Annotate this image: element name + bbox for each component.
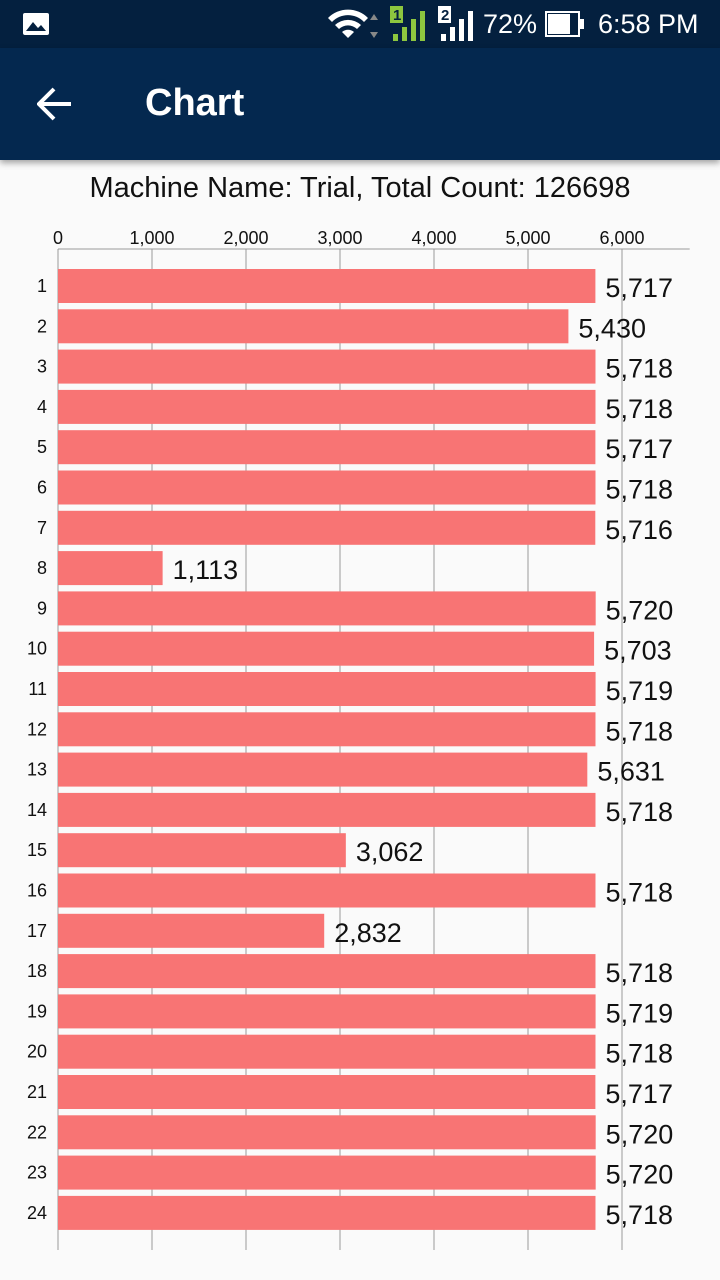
x-tick-label: 4,000 (411, 228, 456, 248)
bar (58, 309, 569, 344)
x-tick-label: 3,000 (317, 228, 362, 248)
bar (58, 470, 596, 505)
bar (58, 1155, 596, 1190)
bar (58, 833, 346, 868)
category-label: 18 (27, 961, 47, 981)
value-label: 3,062 (356, 837, 424, 867)
category-label: 24 (27, 1203, 47, 1223)
bar (58, 349, 596, 384)
value-label: 5,720 (606, 1119, 674, 1149)
bar (58, 1075, 596, 1109)
category-label: 5 (37, 437, 47, 457)
category-label: 23 (27, 1163, 47, 1183)
battery-percent: 72% (483, 9, 538, 39)
category-label: 7 (37, 518, 47, 538)
sim1-label: 1 (393, 7, 401, 24)
bar (58, 994, 596, 1029)
category-label: 6 (37, 478, 47, 498)
bar (58, 913, 325, 948)
x-tick-label: 0 (53, 228, 63, 248)
bar (58, 792, 596, 827)
category-label: 2 (37, 316, 47, 336)
category-label: 17 (27, 921, 47, 941)
value-label: 5,716 (605, 515, 673, 545)
value-label: 5,718 (605, 716, 673, 746)
bar (58, 712, 596, 747)
category-label: 13 (27, 760, 47, 780)
bar (58, 672, 596, 706)
value-label: 5,717 (605, 1079, 673, 1109)
wifi-icon (328, 9, 378, 38)
arrow-left-icon (37, 87, 71, 121)
category-label: 9 (37, 598, 47, 618)
category-label: 1 (37, 276, 47, 296)
bar (58, 1195, 596, 1230)
category-label: 21 (27, 1082, 47, 1102)
x-tick-label: 5,000 (505, 228, 550, 248)
app-bar: Chart (0, 48, 720, 160)
sim2-signal-icon: 2 (438, 6, 473, 41)
category-label: 4 (37, 397, 47, 417)
value-label: 5,719 (606, 676, 674, 706)
bar (58, 551, 163, 586)
category-label: 11 (28, 679, 47, 699)
category-label: 15 (27, 840, 47, 860)
page-title: Chart (145, 82, 245, 124)
value-label: 5,703 (604, 636, 672, 666)
value-label: 5,718 (605, 1039, 673, 1069)
value-label: 5,719 (606, 998, 674, 1028)
back-button[interactable] (20, 70, 90, 138)
sim2-label: 2 (441, 7, 449, 24)
value-label: 5,718 (605, 958, 673, 988)
value-label: 5,720 (606, 1160, 674, 1190)
value-label: 1,113 (173, 555, 239, 585)
value-label: 5,720 (606, 595, 674, 625)
value-label: 5,718 (605, 797, 673, 827)
value-label: 5,718 (605, 1200, 673, 1230)
x-tick-label: 1,000 (129, 228, 174, 248)
value-label: 5,718 (605, 475, 673, 505)
chart-title: Machine Name: Trial, Total Count: 126698 (89, 172, 631, 204)
value-label: 5,631 (597, 757, 665, 787)
status-clock: 6:58 PM (598, 9, 699, 39)
bar (58, 430, 596, 465)
bar (58, 591, 596, 626)
status-bar: 1 2 72% 6:58 PM (0, 0, 720, 48)
x-tick-label: 2,000 (223, 228, 268, 248)
bar (58, 631, 595, 666)
bar (58, 510, 596, 545)
battery-icon (545, 11, 584, 37)
value-label: 5,718 (605, 394, 673, 424)
x-tick-label: 6,000 (599, 228, 644, 248)
bar (58, 752, 588, 787)
category-label: 3 (37, 357, 47, 377)
category-label: 19 (27, 1001, 47, 1021)
category-label: 20 (27, 1042, 47, 1062)
category-label: 14 (27, 800, 47, 820)
value-label: 5,717 (605, 434, 673, 464)
category-label: 12 (27, 719, 47, 739)
value-label: 5,718 (605, 878, 673, 908)
sim1-signal-icon: 1 (390, 6, 425, 41)
category-label: 8 (37, 558, 47, 578)
category-label: 10 (27, 639, 47, 659)
bar (58, 269, 596, 303)
bar (58, 1115, 596, 1150)
value-label: 5,717 (605, 273, 673, 303)
value-label: 2,832 (334, 918, 402, 948)
bar (58, 954, 596, 989)
value-label: 5,430 (578, 313, 646, 343)
value-label: 5,718 (605, 354, 673, 384)
category-label: 16 (27, 881, 47, 901)
bar (58, 1034, 596, 1069)
bar (58, 873, 596, 908)
bar (58, 389, 596, 424)
category-label: 22 (27, 1122, 47, 1142)
gallery-icon (23, 13, 49, 35)
